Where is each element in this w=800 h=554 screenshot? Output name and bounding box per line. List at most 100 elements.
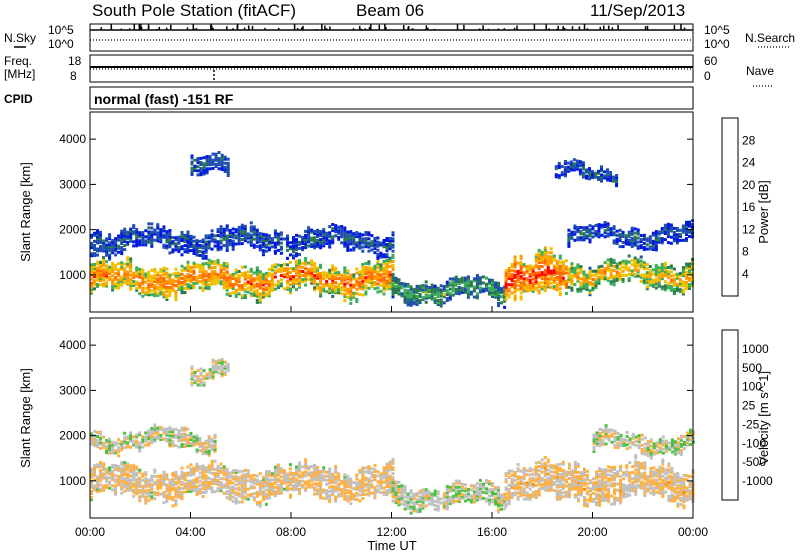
heatmap-cell — [331, 284, 335, 288]
heatmap-cell — [460, 288, 464, 292]
heatmap-cell — [105, 272, 109, 276]
heatmap-cell — [543, 256, 547, 260]
heatmap-cell — [225, 264, 229, 268]
heatmap-cell — [601, 480, 604, 484]
heatmap-cell — [522, 497, 526, 501]
heatmap-cell — [273, 477, 277, 481]
heatmap-cell — [258, 480, 262, 484]
heatmap-cell — [216, 281, 220, 285]
heatmap-cell — [592, 497, 595, 501]
heatmap-cell — [660, 267, 664, 271]
heatmap-cell — [283, 273, 286, 277]
heatmap-cell — [126, 282, 130, 286]
heatmap-cell — [177, 279, 181, 283]
heatmap-cell — [319, 476, 323, 480]
heatmap-cell — [570, 288, 574, 292]
heatmap-cell — [388, 466, 392, 470]
heatmap-cell — [295, 261, 298, 265]
heatmap-cell — [102, 474, 106, 478]
heatmap-cell — [292, 240, 295, 244]
heatmap-cell — [604, 488, 608, 492]
heatmap-cell — [567, 464, 571, 468]
heatmap-cell — [388, 275, 392, 278]
heatmap-cell — [343, 234, 347, 238]
heatmap-cell — [494, 486, 497, 490]
heatmap-cell — [144, 483, 148, 487]
heatmap-cell — [126, 476, 130, 480]
heatmap-cell — [111, 247, 115, 251]
heatmap-cell — [165, 489, 169, 493]
heatmap-cell — [382, 292, 386, 296]
heatmap-cell — [322, 496, 326, 500]
heatmap-cell — [382, 270, 386, 274]
heatmap-cell — [273, 465, 277, 469]
heatmap-cell — [457, 481, 461, 485]
heatmap-cell — [313, 246, 317, 250]
heatmap-cell — [388, 247, 392, 251]
heatmap-cell — [546, 458, 550, 462]
heatmap-cell — [304, 267, 308, 271]
heatmap-cell — [497, 283, 500, 287]
heatmap-cell — [141, 239, 145, 243]
heatmap-cell — [102, 264, 106, 268]
heatmap-cell — [183, 291, 187, 294]
heatmap-cell — [552, 285, 556, 289]
heatmap-cell — [331, 288, 335, 292]
heatmap-cell — [570, 483, 574, 487]
heatmap-cell — [195, 239, 199, 243]
heatmap-cell — [558, 287, 562, 291]
heatmap-cell — [516, 487, 520, 491]
heatmap-cell — [581, 173, 585, 177]
heatmap-cell — [171, 282, 175, 286]
velocity-heatmap — [90, 357, 695, 515]
heatmap-cell — [636, 228, 640, 232]
heatmap-cell — [394, 482, 398, 486]
heatmap-cell — [543, 289, 547, 293]
heatmap-cell — [123, 227, 127, 231]
heatmap-cell — [243, 239, 247, 243]
heatmap-cell — [373, 264, 377, 268]
heatmap-cell — [654, 278, 658, 282]
heatmap-cell — [267, 292, 271, 296]
heatmap-cell — [162, 491, 166, 495]
heatmap-cell — [367, 268, 371, 272]
heatmap-cell — [174, 267, 178, 271]
heatmap-cell — [570, 270, 574, 274]
heatmap-cell — [595, 470, 598, 474]
heatmap-cell — [273, 494, 277, 498]
heatmap-cell — [601, 494, 604, 498]
heatmap-cell — [415, 290, 419, 294]
heatmap-cell — [367, 465, 371, 469]
heatmap-cell — [346, 491, 350, 495]
heatmap-cell — [418, 509, 422, 513]
heatmap-cell — [457, 496, 461, 499]
heatmap-cell — [663, 286, 667, 290]
heatmap-cell — [135, 242, 139, 246]
heatmap-cell — [528, 483, 532, 487]
heatmap-cell — [177, 250, 181, 253]
heatmap-cell — [96, 268, 99, 272]
heatmap-cell — [328, 274, 332, 278]
heatmap-cell — [162, 243, 166, 247]
heatmap-cell — [132, 226, 136, 230]
heatmap-cell — [355, 277, 359, 281]
heatmap-cell — [156, 485, 160, 489]
heatmap-cell — [198, 274, 202, 277]
heatmap-cell — [102, 260, 106, 264]
heatmap-cell — [255, 282, 259, 286]
heatmap-cell — [90, 233, 93, 237]
heatmap-cell — [234, 280, 238, 284]
heatmap-cell — [192, 484, 196, 488]
heatmap-cell — [519, 490, 523, 493]
heatmap-cell — [129, 470, 133, 474]
heatmap-cell — [582, 272, 586, 276]
heatmap-cell — [267, 288, 271, 292]
heatmap-cell — [340, 481, 344, 485]
heatmap-cell — [558, 275, 562, 278]
heatmap-cell — [171, 498, 175, 502]
heatmap-cell — [412, 290, 416, 293]
heatmap-cell — [400, 282, 404, 286]
heatmap-cell — [147, 488, 151, 492]
heatmap-cell — [424, 496, 428, 500]
heatmap-cell — [186, 242, 190, 246]
